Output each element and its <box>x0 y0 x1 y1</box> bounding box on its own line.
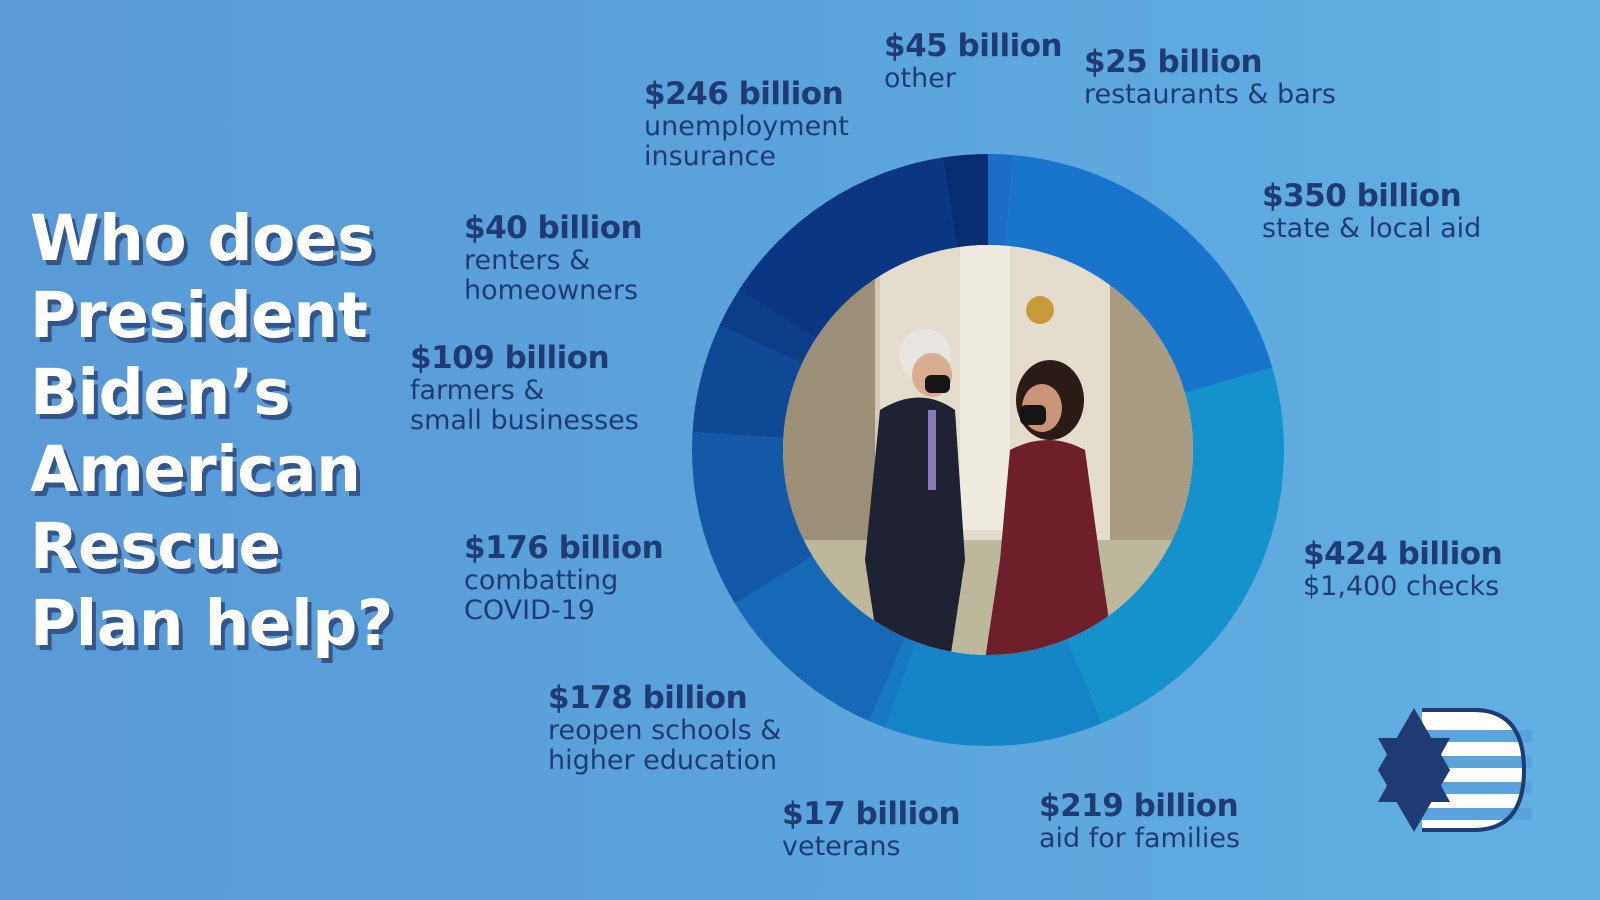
slice-desc: state & local aid <box>1262 213 1482 244</box>
donut-slice-4 <box>868 637 917 728</box>
slice-amount: $350 billion <box>1262 178 1462 214</box>
slice-amount: $40 billion <box>464 210 643 246</box>
donut-slice-7 <box>692 325 802 438</box>
slice-label-other: $45 billion other <box>884 28 1063 94</box>
donut-slice-2 <box>1067 367 1284 724</box>
slice-amount: $178 billion <box>548 680 748 716</box>
donut-slice-9 <box>738 157 957 340</box>
slice-amount: $219 billion <box>1039 788 1239 824</box>
slice-label-families: $219 billion aid for families <box>1039 788 1240 854</box>
slice-label-renters: $40 billion renters & homeowners <box>464 210 643 306</box>
slice-label-veterans: $17 billion veterans <box>782 796 961 862</box>
slice-label-checks: $424 billion $1,400 checks <box>1303 536 1503 602</box>
slice-label-schools: $178 billion reopen schools & higher edu… <box>548 680 781 776</box>
slice-desc: aid for families <box>1039 823 1241 854</box>
slice-desc: other <box>884 63 956 94</box>
slice-desc: combatting COVID-19 <box>464 565 619 626</box>
donut-slice-6 <box>692 432 813 604</box>
slice-label-farmers: $109 billion farmers & small businesses <box>410 340 639 436</box>
star-icon <box>1378 708 1450 832</box>
slice-label-restaurants: $25 billion restaurants & bars <box>1084 44 1336 110</box>
slice-desc: $1,400 checks <box>1303 571 1500 602</box>
slice-desc: reopen schools & higher education <box>548 715 782 776</box>
slice-desc: restaurants & bars <box>1084 79 1336 110</box>
slice-amount: $424 billion <box>1303 536 1503 572</box>
headline: Who does President Biden’s American Resc… <box>30 202 393 660</box>
slice-amount: $25 billion <box>1084 44 1263 80</box>
slice-label-unemployment: $246 billion unemployment insurance <box>644 76 849 172</box>
star-stripes-logo <box>1378 708 1532 832</box>
slice-amount: $176 billion <box>464 530 664 566</box>
center-photo <box>783 245 1193 655</box>
slice-amount: $45 billion <box>884 28 1063 64</box>
donut-slice-10 <box>942 154 988 248</box>
donut-slice-1 <box>1005 155 1273 393</box>
donut-slice-0 <box>988 154 1014 246</box>
slice-desc: renters & homeowners <box>464 245 639 306</box>
slice-desc: unemployment insurance <box>644 111 849 172</box>
donut-slice-3 <box>884 639 1103 746</box>
donut-slice-8 <box>719 289 816 364</box>
donut-slices <box>692 154 1284 746</box>
slice-label-covid: $176 billion combatting COVID-19 <box>464 530 664 626</box>
donut-slice-5 <box>734 556 906 721</box>
slice-amount: $109 billion <box>410 340 610 376</box>
slice-desc: farmers & small businesses <box>410 375 639 436</box>
slice-amount: $246 billion <box>644 76 844 112</box>
slice-label-state-local: $350 billion state & local aid <box>1262 178 1481 244</box>
slice-desc: veterans <box>782 831 901 862</box>
slice-amount: $17 billion <box>782 796 961 832</box>
